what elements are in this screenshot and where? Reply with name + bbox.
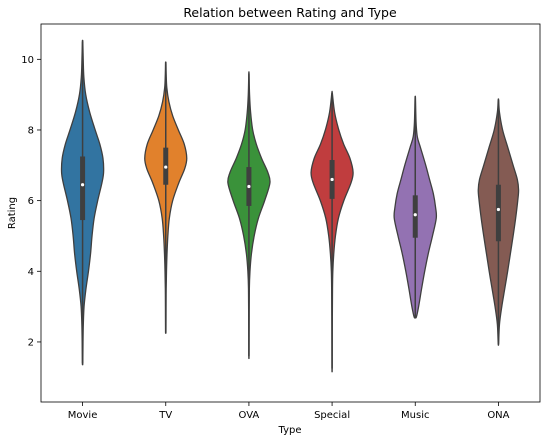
plot-frame [40, 23, 541, 403]
violins-layer [60, 39, 520, 373]
median-point [164, 165, 168, 169]
violin-ona [477, 98, 520, 346]
iqr-box [412, 195, 418, 238]
y-tick-label: 10 [21, 55, 34, 66]
y-axis-label: Rating [7, 197, 18, 229]
x-tick-label: Special [314, 410, 350, 421]
median-point [80, 183, 85, 187]
y-tick-label: 2 [28, 337, 34, 348]
y-tick-label: 4 [28, 267, 34, 278]
y-tick-label: 8 [28, 125, 34, 136]
median-point [496, 207, 501, 212]
chart-title: Relation between Rating and Type [183, 5, 397, 20]
y-axis-ticks: 2 4 6 8 10 [21, 55, 41, 348]
median-point [330, 177, 334, 182]
violin-music [393, 95, 438, 319]
x-tick-label: ONA [487, 410, 509, 421]
x-tick-label: Music [401, 410, 429, 421]
x-tick-label: OVA [239, 410, 260, 421]
x-axis-ticks: Movie TV OVA Special Music ONA [68, 402, 510, 421]
violin-special [310, 90, 354, 373]
x-tick-label: TV [158, 410, 172, 421]
x-tick-label: Movie [68, 410, 98, 421]
y-tick-label: 6 [28, 196, 34, 207]
x-axis-label: Type [278, 425, 302, 436]
iqr-box [80, 156, 86, 221]
violin-ova [227, 71, 271, 360]
iqr-box [495, 184, 501, 242]
violin-tv [144, 61, 188, 334]
violin-movie [60, 39, 105, 366]
median-point [413, 213, 417, 217]
median-point [247, 184, 251, 189]
